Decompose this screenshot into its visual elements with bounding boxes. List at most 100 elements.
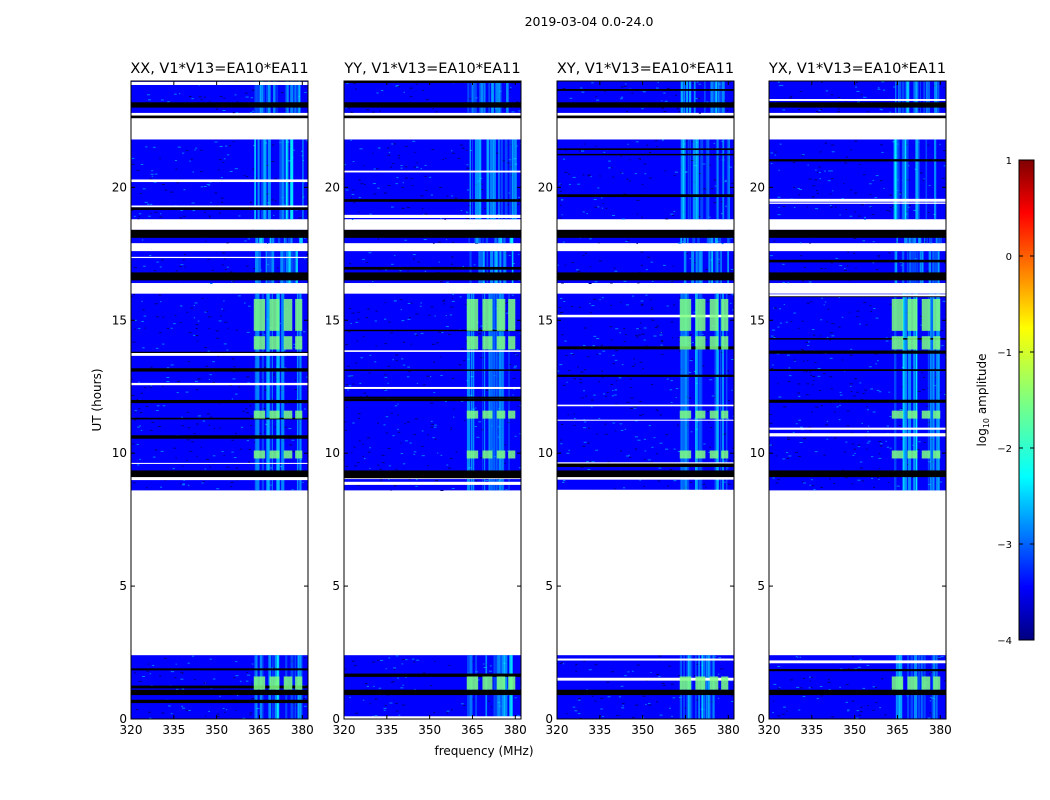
y-tick-label: 10 bbox=[750, 446, 765, 460]
y-tick-label: 15 bbox=[750, 313, 765, 327]
axes-frame bbox=[343, 80, 522, 720]
rfi-patch bbox=[482, 336, 493, 350]
rfi-patch bbox=[907, 336, 918, 350]
x-tick-label: 365 bbox=[461, 723, 484, 737]
rfi-patch bbox=[921, 676, 931, 690]
colorbar-gradient bbox=[1018, 159, 1035, 641]
panel-3: XY, V1*V13=EA10*EA11 320 335 350 365 380 0 5 10 1… bbox=[538, 61, 740, 737]
rfi-patch bbox=[508, 676, 516, 690]
rfi-patch bbox=[295, 410, 303, 419]
rfi-patch bbox=[496, 450, 506, 459]
y-tick-label: 20 bbox=[538, 180, 553, 194]
rfi-patch bbox=[933, 676, 941, 690]
rfi-patch bbox=[253, 410, 266, 419]
heatmap-image bbox=[344, 81, 521, 719]
rfi-patch bbox=[269, 298, 280, 331]
data-block bbox=[557, 293, 734, 491]
rfi-patch bbox=[482, 450, 493, 459]
rfi-patch bbox=[496, 410, 506, 419]
rfi-patch bbox=[679, 450, 692, 459]
rfi-patch bbox=[709, 298, 719, 331]
y-tick-label: 0 bbox=[119, 712, 127, 726]
rfi-patch bbox=[466, 450, 479, 459]
x-tick-label: 380 bbox=[291, 723, 314, 737]
x-tick-label: 350 bbox=[205, 723, 228, 737]
rfi-patch bbox=[482, 676, 493, 690]
x-tick-label: 335 bbox=[800, 723, 823, 737]
rfi-patch bbox=[933, 298, 941, 331]
y-tick-label: 20 bbox=[750, 180, 765, 194]
rfi-patch bbox=[721, 450, 729, 459]
y-tick-label: 20 bbox=[112, 180, 127, 194]
x-tick-label: 365 bbox=[674, 723, 697, 737]
rfi-patch bbox=[891, 450, 904, 459]
axes-frame bbox=[130, 80, 309, 720]
rfi-patch bbox=[496, 676, 506, 690]
rfi-patch bbox=[253, 298, 266, 331]
colorbar-tick-label: −3 bbox=[997, 540, 1012, 551]
rfi-patch bbox=[508, 336, 516, 350]
x-tick-label: 335 bbox=[588, 723, 611, 737]
rfi-patch bbox=[482, 298, 493, 331]
y-axis-label: UT (hours) bbox=[90, 368, 104, 431]
rfi-patch bbox=[295, 298, 303, 331]
rfi-patch bbox=[695, 336, 706, 350]
y-tick-label: 15 bbox=[112, 313, 127, 327]
rfi-patch bbox=[721, 298, 729, 331]
y-tick-label: 10 bbox=[325, 446, 340, 460]
rfi-patch bbox=[269, 410, 280, 419]
x-tick-label: 320 bbox=[546, 723, 569, 737]
x-tick-label: 350 bbox=[418, 723, 441, 737]
rfi-patch bbox=[269, 676, 280, 690]
x-tick-label: 365 bbox=[248, 723, 271, 737]
rfi-patch bbox=[709, 410, 719, 419]
rfi-patch bbox=[466, 410, 479, 419]
data-block bbox=[344, 81, 521, 113]
rfi-patch bbox=[466, 336, 479, 350]
panel-title: YY, V1*V13=EA10*EA11 bbox=[343, 61, 520, 77]
panel-4: YX, V1*V13=EA10*EA11 320 335 350 365 380 0 5 10 1… bbox=[750, 61, 952, 737]
rfi-patch bbox=[721, 676, 729, 690]
rfi-patch bbox=[496, 336, 506, 350]
rfi-patch bbox=[907, 410, 918, 419]
x-axis-label: frequency (MHz) bbox=[434, 744, 533, 758]
rfi-patch bbox=[679, 298, 692, 331]
rfi-patch bbox=[709, 336, 719, 350]
y-tick-label: 10 bbox=[538, 446, 553, 460]
y-tick-label: 20 bbox=[325, 180, 340, 194]
rfi-patch bbox=[921, 298, 931, 331]
x-tick-label: 350 bbox=[843, 723, 866, 737]
rfi-patch bbox=[721, 410, 729, 419]
y-tick-label: 15 bbox=[325, 313, 340, 327]
colorbar: log10 amplitude 1 0 −1 −2 −3 −4 bbox=[975, 156, 1035, 647]
y-tick-label: 5 bbox=[757, 579, 765, 593]
y-tick-label: 0 bbox=[332, 712, 340, 726]
rfi-patch bbox=[253, 336, 266, 350]
rfi-patch bbox=[695, 676, 706, 690]
rfi-patch bbox=[933, 336, 941, 350]
heatmap-image bbox=[131, 81, 308, 719]
rfi-patch bbox=[907, 298, 918, 331]
panel-2: YY, V1*V13=EA10*EA11 320 335 350 365 380 0 5 10 1… bbox=[325, 61, 527, 737]
x-tick-label: 320 bbox=[758, 723, 781, 737]
rfi-patch bbox=[466, 676, 479, 690]
panel-title: XY, V1*V13=EA10*EA11 bbox=[557, 61, 734, 77]
panel-title: XX, V1*V13=EA10*EA11 bbox=[130, 61, 308, 77]
x-tick-label: 365 bbox=[886, 723, 909, 737]
colorbar-tick-label: 0 bbox=[1006, 252, 1012, 263]
rfi-patch bbox=[508, 410, 516, 419]
y-tick-label: 0 bbox=[757, 712, 765, 726]
x-tick-label: 335 bbox=[162, 723, 185, 737]
rfi-patch bbox=[921, 336, 931, 350]
colorbar-label: log10 amplitude bbox=[975, 354, 991, 447]
rfi-patch bbox=[921, 450, 931, 459]
data-block bbox=[557, 139, 734, 220]
rfi-patch bbox=[283, 450, 293, 459]
rfi-patch bbox=[695, 410, 706, 419]
rfi-patch bbox=[891, 676, 904, 690]
axes-frame bbox=[556, 80, 735, 720]
rfi-patch bbox=[466, 298, 479, 331]
y-tick-label: 5 bbox=[545, 579, 553, 593]
rfi-patch bbox=[695, 298, 706, 331]
